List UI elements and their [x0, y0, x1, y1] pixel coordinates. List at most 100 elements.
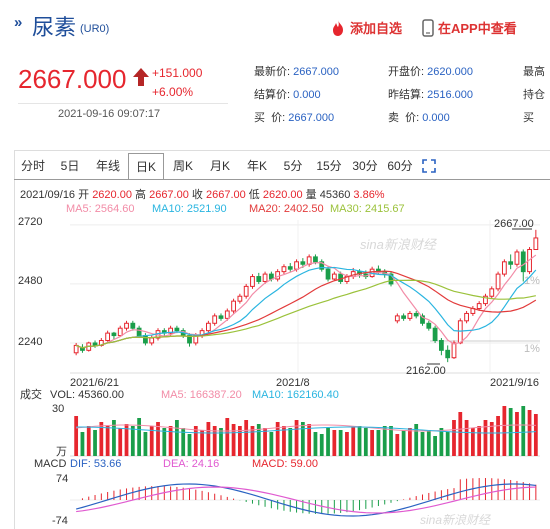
- field-value: 2667.000: [288, 112, 335, 124]
- candle: [168, 327, 173, 334]
- field-label: 最高: [523, 66, 545, 78]
- candle: [237, 295, 243, 302]
- candle: [457, 320, 463, 344]
- field-label: 开盘价:: [388, 66, 425, 78]
- volume-bar: [80, 432, 85, 456]
- y-tick: 2480: [18, 275, 42, 287]
- tab-8[interactable]: 15分: [316, 159, 342, 173]
- quote-col-3: 最高 持仓 买: [523, 61, 545, 130]
- tab-10[interactable]: 60分: [387, 159, 413, 173]
- header: » 尿素 (UR0) 添加自选 在APP中查看: [0, 0, 550, 52]
- tabs-divider: [14, 179, 550, 180]
- volume-bar: [206, 422, 211, 456]
- tab-3[interactable]: 日K: [128, 153, 164, 179]
- tab-5[interactable]: 月K: [209, 159, 230, 173]
- vol-ma5-line: [76, 424, 536, 432]
- candle: [432, 327, 438, 341]
- dif-line: [75, 483, 536, 517]
- field-value: 2620.000: [427, 66, 474, 78]
- macd-dea: DEA: 24.16: [163, 458, 219, 470]
- flame-icon: [333, 19, 343, 36]
- ma10-label: MA10: 2521.90: [152, 203, 227, 215]
- tab-9[interactable]: 30分: [352, 159, 378, 173]
- volume-bar: [162, 428, 167, 456]
- volume-bar: [263, 428, 267, 456]
- volume-bar: [527, 410, 532, 456]
- volume-bar: [300, 422, 305, 456]
- volume-bar: [231, 424, 236, 456]
- volume-bar: [345, 432, 349, 456]
- candle: [143, 335, 148, 344]
- ma5-line: [75, 254, 537, 349]
- tab-1[interactable]: 5日: [60, 159, 80, 173]
- fullscreen-icon[interactable]: [418, 153, 440, 179]
- tab-2[interactable]: 年线: [95, 159, 120, 173]
- field-value: 0.000: [293, 89, 321, 101]
- candle: [520, 251, 526, 273]
- candle: [313, 256, 318, 263]
- high-annotation: 2667.00: [494, 218, 534, 230]
- volume-bar: [99, 422, 104, 456]
- view-in-app-button[interactable]: 在APP中查看: [422, 18, 517, 37]
- volume-bar: [225, 418, 230, 456]
- volume-bar: [351, 426, 356, 456]
- candle: [476, 303, 482, 310]
- volume-bar: [426, 430, 431, 456]
- volume-bar: [414, 424, 419, 456]
- candle: [325, 268, 331, 280]
- macd-tick: -74: [52, 515, 68, 527]
- x-tick: 2021/6/21: [70, 377, 119, 389]
- volume-bar: [326, 428, 330, 456]
- tab-4[interactable]: 周K: [172, 159, 193, 173]
- logo-icon: »: [14, 14, 23, 31]
- candle: [483, 295, 488, 305]
- candle: [294, 261, 299, 270]
- candle: [300, 261, 306, 265]
- candle: [514, 251, 520, 265]
- field-label: 结算价:: [254, 89, 291, 101]
- instrument-code: (UR0): [80, 23, 110, 35]
- instrument-title: 尿素: [32, 16, 77, 41]
- dea-line: [76, 486, 536, 514]
- candle: [218, 315, 224, 319]
- volume-bar: [175, 420, 179, 456]
- change-value: +151.000: [152, 66, 203, 80]
- volume-bar: [200, 430, 204, 456]
- volume-bar: [521, 406, 526, 456]
- volume-bar: [124, 424, 129, 456]
- watermark: sina新浪财经: [360, 237, 438, 252]
- y-tick: 2720: [18, 216, 42, 228]
- add-favorite-button[interactable]: 添加自选: [330, 18, 402, 37]
- volume-bar: [408, 428, 412, 456]
- vol-ma10: MA10: 162160.40: [252, 389, 339, 401]
- tab-7[interactable]: 5分: [283, 159, 303, 173]
- volume-bar: [168, 426, 173, 456]
- volume-bar: [502, 406, 507, 456]
- candle: [508, 261, 514, 265]
- candle: [394, 315, 400, 322]
- field-label: 持仓: [523, 89, 545, 101]
- last-price: 2667.000: [18, 64, 127, 94]
- y-tick: 2240: [18, 336, 42, 348]
- x-tick: 2021/9/16: [490, 377, 539, 389]
- candle: [413, 312, 419, 317]
- volume-bar: [382, 426, 387, 456]
- field-value: 2667.000: [293, 66, 340, 78]
- volume-bar: [389, 426, 393, 456]
- volume-bar: [237, 426, 242, 456]
- chart-panel: [14, 150, 550, 529]
- x-tick: 2021/8: [276, 377, 310, 389]
- vol-tick: 万: [56, 446, 67, 458]
- volume-bar: [212, 426, 217, 456]
- tab-6[interactable]: 年K: [246, 159, 267, 173]
- field-value: 0.000: [422, 112, 450, 124]
- candle: [111, 332, 117, 337]
- field-label: 昨结算:: [388, 89, 425, 101]
- volume-bar: [307, 424, 312, 456]
- volume-bar: [464, 420, 469, 456]
- price-change: +151.000 +6.00%: [152, 64, 202, 102]
- candle: [92, 342, 98, 346]
- volume-bar: [439, 428, 444, 456]
- tab-0[interactable]: 分时: [20, 159, 45, 173]
